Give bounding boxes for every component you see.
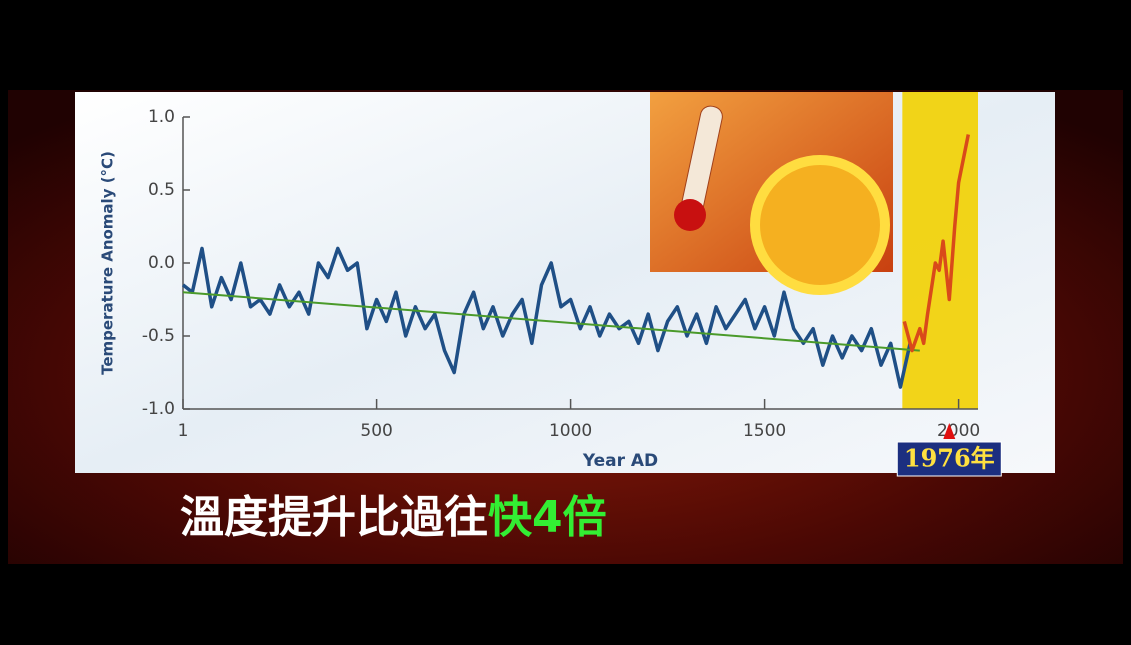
annotation-label: 1976年: [904, 444, 995, 473]
caption: 溫度提升比過往快4倍: [180, 492, 607, 543]
x-tick-label: 1000: [549, 421, 592, 441]
y-tick-label: 1.0: [148, 107, 175, 127]
data-line: [182, 291, 920, 352]
x-tick-label: 500: [360, 421, 392, 441]
x-tick-label: 2000: [937, 421, 980, 441]
caption-part: 快4倍: [488, 492, 607, 543]
annotation-box: [896, 441, 1002, 477]
y-axis-label: Temperature Anomaly (°C): [99, 151, 117, 375]
data-line: [181, 246, 912, 389]
y-tick-label: -0.5: [142, 326, 175, 346]
annotation-arrow: [943, 423, 956, 439]
y-tick-label: 0.0: [148, 253, 175, 273]
illustration: [650, 92, 893, 295]
y-tick-label: -1.0: [142, 399, 175, 419]
x-tick-label: 1500: [743, 421, 786, 441]
data-line: [902, 134, 971, 353]
caption-part: 溫度提升比過往: [180, 492, 488, 543]
x-tick-label: 1: [178, 421, 189, 441]
x-axis-label: Year AD: [582, 451, 658, 471]
y-tick-label: 0.5: [148, 180, 175, 200]
